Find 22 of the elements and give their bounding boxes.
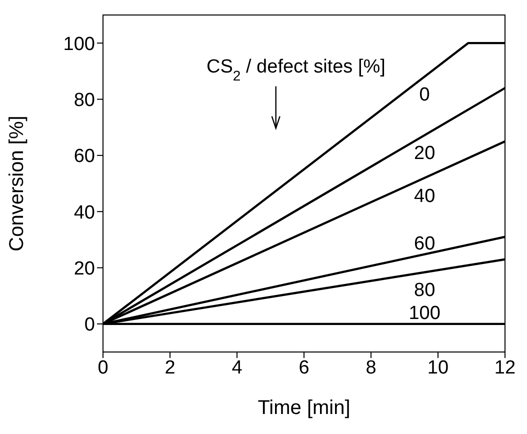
y-tick-label: 20 <box>74 258 95 280</box>
y-axis-title: Conversion [%] <box>6 116 28 252</box>
x-tick-label: 12 <box>494 357 516 378</box>
x-tick-label: 10 <box>427 357 449 378</box>
y-tick-label: 0 <box>84 314 95 336</box>
series-label: 60 <box>414 233 436 254</box>
x-tick-label: 0 <box>98 357 108 378</box>
y-tick-label: 100 <box>63 34 95 55</box>
y-tick-label: 80 <box>74 90 95 111</box>
series-label: 0 <box>419 84 430 106</box>
y-tick-label: 60 <box>74 146 95 168</box>
y-tick-label: 40 <box>74 202 95 224</box>
series-label: 100 <box>408 302 440 324</box>
series-label: 40 <box>414 186 436 207</box>
x-tick-label: 6 <box>298 357 310 378</box>
series-label: 80 <box>414 280 436 302</box>
legend-title: CS$_{2}$ / defect sites [%] <box>206 56 386 84</box>
x-axis-title: Time [min] <box>258 397 350 419</box>
x-tick-label: 4 <box>232 357 243 378</box>
series-label: 20 <box>414 143 436 164</box>
x-tick-label: 2 <box>164 357 176 378</box>
x-tick-label: 8 <box>366 357 376 378</box>
